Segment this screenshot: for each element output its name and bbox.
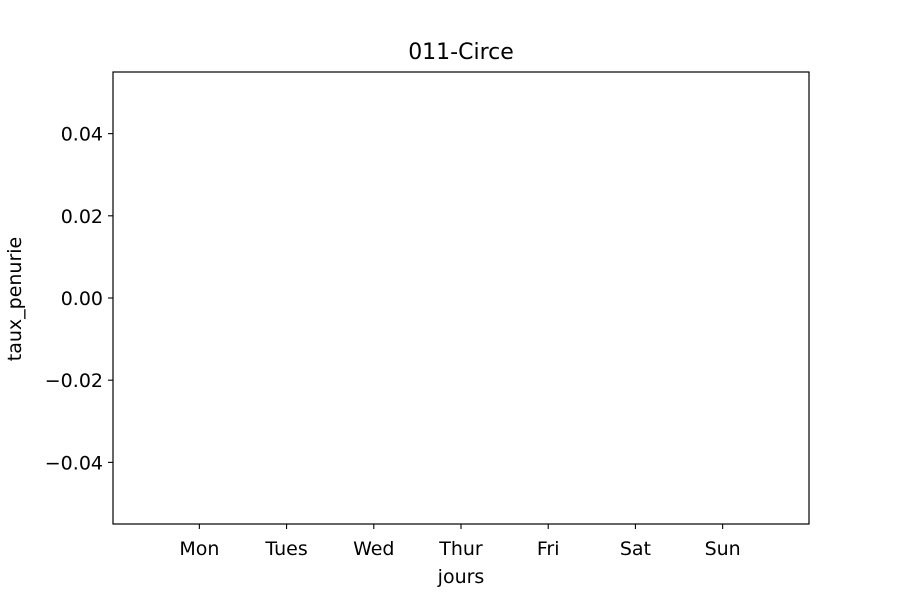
x-tick-label: Sat xyxy=(620,538,651,560)
y-tick-label: 0.00 xyxy=(61,288,103,310)
x-tick-label: Fri xyxy=(537,538,560,560)
x-tick-label: Mon xyxy=(179,538,219,560)
plot-frame xyxy=(112,71,810,525)
x-axis-label: jours xyxy=(437,566,485,588)
chart-title: 011-Circe xyxy=(408,40,514,65)
x-tick-label: Sun xyxy=(705,538,741,560)
x-tick-label: Thur xyxy=(438,538,483,560)
y-tick-label: −0.04 xyxy=(45,452,103,474)
x-axis-ticks: Mon Tues Wed Thur Fri Sat Sun xyxy=(179,524,741,560)
x-tick-label: Tues xyxy=(264,538,307,560)
y-tick-label: −0.02 xyxy=(45,370,103,392)
y-tick-label: 0.02 xyxy=(61,206,103,228)
y-axis-label: taux_penurie xyxy=(4,237,26,362)
y-tick-label: 0.04 xyxy=(61,124,103,146)
y-axis-ticks: 0.04 0.02 0.00 −0.02 −0.04 xyxy=(45,124,113,474)
x-tick-label: Wed xyxy=(353,538,394,560)
